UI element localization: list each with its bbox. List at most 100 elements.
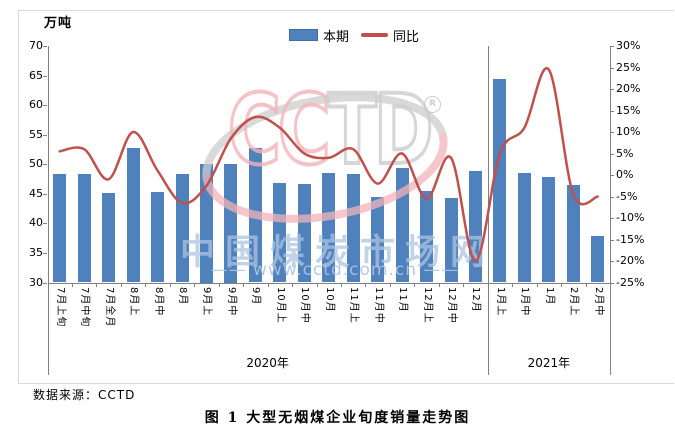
y-right-tick-mark	[610, 282, 614, 284]
watermark-logo: CCTD	[227, 74, 436, 186]
y-left-tick-mark	[43, 46, 47, 47]
y-right-tick-mark	[610, 67, 614, 69]
x-axis-tick-mark	[145, 282, 147, 287]
x-axis-tick-mark	[71, 282, 73, 287]
bar-11月上	[346, 173, 360, 283]
registered-trademark-icon: R	[424, 96, 441, 113]
bar-2月中	[591, 236, 605, 283]
y-right-tick-mark	[610, 261, 614, 262]
bar-12月上	[420, 190, 434, 283]
x-axis-tick-mark	[561, 282, 563, 287]
bar-10月上	[273, 183, 287, 283]
bar-8月上	[126, 147, 140, 283]
y-left-tick-mark	[43, 164, 47, 166]
y-left-axis-line	[47, 46, 49, 375]
y-right-tick-mark	[610, 110, 614, 112]
y-left-tick-mark	[43, 193, 47, 195]
bar-12月中	[444, 197, 458, 283]
legend-bar-swatch-icon	[289, 29, 318, 41]
y-right-tick-label: -25%	[616, 275, 645, 289]
y-left-tick-label: 40	[29, 216, 43, 230]
y-right-tick-mark	[610, 153, 614, 155]
y-left-tick-mark	[43, 75, 47, 77]
y-left-tick-label: 45	[29, 186, 43, 200]
legend-line-swatch-icon	[361, 33, 389, 37]
y-right-tick-mark	[610, 239, 614, 241]
x-axis-tick-mark	[120, 282, 122, 287]
x-axis-tick-mark	[512, 282, 514, 287]
y-axis-unit-label: 万吨	[44, 16, 73, 31]
y-right-tick-label: 15%	[616, 103, 641, 117]
bar-2月上	[566, 184, 580, 283]
legend-label-yoy: 同比	[393, 29, 420, 45]
x-axis-tick-mark	[536, 282, 538, 287]
source-note: 数据来源：CCTD	[33, 388, 136, 402]
y-left-tick-mark	[43, 134, 47, 136]
bar-1月	[542, 176, 556, 283]
bar-9月中	[224, 164, 238, 283]
x-axis-tick-mark	[194, 282, 196, 287]
x-axis-tick-mark	[414, 282, 416, 287]
x-axis-tick-mark	[389, 282, 391, 287]
y-left-tick-label: 70	[29, 39, 43, 52]
y-right-tick-mark	[610, 89, 614, 90]
bar-1月上	[493, 78, 507, 283]
y-right-tick-label: 5%	[616, 146, 634, 160]
y-right-tick-mark	[610, 46, 614, 47]
bar-7月中旬	[77, 174, 91, 283]
y-right-tick-label: 10%	[616, 125, 641, 138]
y-left-tick-label: 35	[29, 245, 43, 259]
bar-7月全月	[102, 192, 116, 283]
bar-11月中	[371, 196, 385, 283]
x-axis-tick-mark	[218, 282, 220, 287]
x-axis-tick-mark	[340, 282, 342, 287]
figure-caption: 图 1 大型无烟煤企业旬度销量走势图	[204, 410, 471, 426]
bar-10月	[322, 173, 336, 283]
year-separator-line	[610, 46, 611, 375]
y-left-tick-label: 55	[29, 127, 43, 141]
y-right-tick-label: -5%	[616, 189, 638, 203]
y-left-tick-label: 50	[29, 157, 43, 171]
y-right-tick-label: -15%	[616, 232, 645, 246]
y-left-tick-label: 60	[29, 98, 43, 112]
x-axis-tick-mark	[267, 282, 269, 287]
y-left-tick-label: 30	[29, 275, 43, 289]
bar-8月中	[151, 192, 165, 283]
chart-border	[18, 10, 674, 384]
y-right-tick-label: 20%	[616, 82, 641, 95]
bar-1月中	[517, 172, 531, 283]
x-axis-tick-mark	[438, 282, 440, 287]
year-group-label: 2021年	[527, 356, 571, 370]
y-left-tick-mark	[43, 105, 47, 107]
bar-7月上旬	[53, 174, 67, 283]
x-axis-tick-mark	[463, 282, 465, 287]
x-axis-tick-mark	[316, 282, 318, 287]
x-axis-tick-mark	[243, 282, 245, 287]
year-group-label: 2020年	[246, 356, 289, 370]
y-right-tick-mark	[610, 218, 614, 219]
x-axis-tick-mark	[365, 282, 367, 287]
y-right-tick-label: 0%	[616, 168, 634, 181]
watermark-site-name: 中国煤炭市场网	[180, 233, 496, 273]
x-axis-line	[47, 282, 610, 284]
y-right-tick-mark	[610, 175, 614, 176]
watermark-site-url: —— www.cctd.com.cn ——	[210, 260, 460, 280]
x-axis-tick-mark	[169, 282, 171, 287]
bar-10月中	[297, 184, 311, 283]
y-right-tick-mark	[610, 196, 614, 198]
legend: 本期 同比	[289, 27, 420, 45]
y-left-tick-mark	[43, 252, 47, 254]
x-axis-tick-mark	[585, 282, 587, 287]
legend-label-current: 本期	[323, 29, 350, 45]
y-left-tick-mark	[43, 282, 47, 284]
y-right-tick-label: -20%	[616, 254, 645, 267]
y-right-tick-label: 25%	[616, 60, 641, 74]
y-right-tick-label: -10%	[616, 211, 645, 224]
y-right-tick-label: 30%	[616, 39, 641, 52]
y-right-tick-mark	[610, 132, 614, 133]
y-left-tick-label: 65	[29, 68, 43, 82]
